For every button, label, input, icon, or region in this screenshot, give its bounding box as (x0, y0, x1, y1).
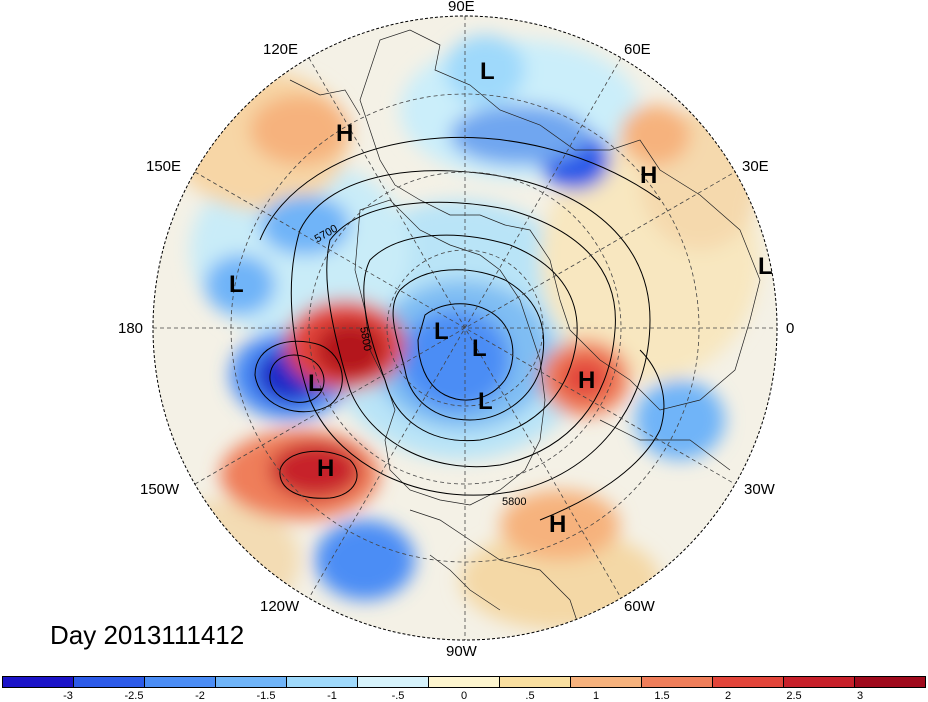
lon-label-180: 180 (118, 320, 144, 337)
colorbar-tick-label: 2 (724, 690, 732, 702)
lon-label-60w: 60W (624, 598, 655, 615)
colorbar-segment (3, 677, 74, 687)
colorbar (2, 676, 926, 688)
colorbar-segment (855, 677, 925, 687)
lon-label-90w: 90W (446, 643, 477, 660)
high-center-marker: H (336, 120, 354, 147)
colorbar-tick-label: -1.5 (256, 690, 276, 702)
lon-label-120e: 120E (263, 41, 299, 58)
contour-label: 5800 (502, 496, 527, 508)
low-center-marker: L (480, 58, 495, 85)
colorbar-segment (713, 677, 784, 687)
colorbar-segment (145, 677, 216, 687)
high-center-marker: H (317, 455, 335, 482)
colorbar-segment (571, 677, 642, 687)
colorbar-tick-label: -.5 (391, 690, 405, 702)
colorbar-segment (74, 677, 145, 687)
colorbar-tick-label: -1 (327, 690, 337, 702)
high-center-marker: H (549, 511, 567, 538)
low-center-marker: L (434, 318, 449, 345)
colorbar-tick-label: 1.5 (654, 690, 670, 702)
lon-label-30w: 30W (744, 481, 775, 498)
colorbar-tick-label: -2 (195, 690, 205, 702)
colorbar-segment (500, 677, 571, 687)
colorbar-segment (287, 677, 358, 687)
lon-label-120w: 120W (260, 598, 300, 615)
low-center-marker: L (478, 388, 493, 415)
coastlines (289, 29, 761, 631)
colorbar-tick-labels: -3 -2.5 -2 -1.5 -1 -.5 0 .5 1 1.5 2 2.5 3 (2, 690, 926, 702)
lon-label-60e: 60E (624, 41, 651, 58)
colorbar-tick-label: 2.5 (786, 690, 802, 702)
lon-label-30e: 30E (742, 158, 769, 175)
colorbar-segment (642, 677, 713, 687)
anomaly-field (153, 16, 777, 640)
low-center-marker: L (308, 370, 323, 397)
high-center-marker: H (640, 162, 658, 189)
lon-label-150e: 150E (146, 158, 182, 175)
low-center-marker: L (472, 335, 487, 362)
lon-label-90e: 90E (448, 0, 475, 15)
colorbar-segment (358, 677, 429, 687)
colorbar-tick-label: 1 (592, 690, 600, 702)
colorbar-segment (429, 677, 500, 687)
low-center-marker: L (229, 271, 244, 298)
low-center-marker: L (758, 253, 773, 280)
colorbar-tick-label: -2.5 (124, 690, 144, 702)
colorbar-tick-label: .5 (525, 690, 535, 702)
colorbar-tick-label: 3 (856, 690, 864, 702)
lon-label-150w: 150W (140, 481, 180, 498)
colorbar-tick-label: -3 (63, 690, 73, 702)
graticule (153, 16, 777, 640)
date-label: Day 2013111412 (50, 620, 245, 650)
high-center-marker: H (578, 367, 596, 394)
lon-label-0: 0 (786, 320, 795, 337)
map-boundary (152, 15, 778, 641)
colorbar-tick-label: 0 (460, 690, 468, 702)
colorbar-segment (784, 677, 855, 687)
colorbar-segment (216, 677, 287, 687)
